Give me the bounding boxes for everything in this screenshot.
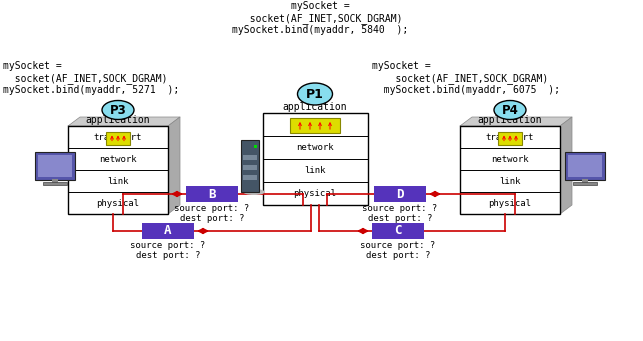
Text: transport: transport <box>486 133 534 142</box>
Polygon shape <box>68 117 180 126</box>
Text: transport: transport <box>291 120 340 129</box>
Text: network: network <box>491 154 529 163</box>
Text: source port: ?
dest port: ?: source port: ? dest port: ? <box>363 204 438 223</box>
Text: P4: P4 <box>502 104 518 117</box>
Bar <box>582 179 588 183</box>
Bar <box>573 182 597 185</box>
Bar <box>568 155 602 177</box>
Ellipse shape <box>102 101 134 119</box>
Text: application: application <box>86 115 150 125</box>
Text: source port: ?
dest port: ?: source port: ? dest port: ? <box>131 241 206 261</box>
Text: mySocket =
    socket(AF_INET,SOCK_DGRAM)
  mySocket.bind(myaddr, 6075  );: mySocket = socket(AF_INET,SOCK_DGRAM) my… <box>372 61 560 95</box>
Text: physical: physical <box>96 198 140 208</box>
Bar <box>68 126 168 214</box>
Text: source port: ?
dest port: ?: source port: ? dest port: ? <box>174 204 249 223</box>
Text: link: link <box>304 166 326 175</box>
Text: P1: P1 <box>306 88 324 101</box>
Bar <box>290 118 340 133</box>
Bar <box>186 186 238 202</box>
Bar <box>241 140 259 192</box>
Text: link: link <box>107 177 129 186</box>
Bar <box>243 165 257 170</box>
Text: application: application <box>283 102 347 112</box>
Bar <box>460 126 560 214</box>
Polygon shape <box>460 117 572 126</box>
Polygon shape <box>168 117 180 214</box>
Bar <box>52 179 58 183</box>
Ellipse shape <box>494 101 526 119</box>
Bar <box>243 155 257 160</box>
Bar <box>374 186 426 202</box>
Bar <box>262 113 368 205</box>
Text: P3: P3 <box>109 104 127 117</box>
Text: B: B <box>208 188 216 201</box>
Bar <box>43 182 67 185</box>
Ellipse shape <box>243 189 265 195</box>
Polygon shape <box>560 117 572 214</box>
Text: application: application <box>478 115 542 125</box>
Text: mySocket =
  socket(AF_INET,SOCK_DGRAM)
mySocket.bind(myaddr, 5840  );: mySocket = socket(AF_INET,SOCK_DGRAM) my… <box>232 1 408 35</box>
Bar <box>38 155 72 177</box>
Text: source port: ?
dest port: ?: source port: ? dest port: ? <box>360 241 435 261</box>
Bar <box>565 152 605 180</box>
Bar <box>254 145 257 148</box>
Text: D: D <box>396 188 404 201</box>
Text: A: A <box>164 224 172 237</box>
Text: network: network <box>296 143 334 152</box>
Bar <box>35 152 75 180</box>
Bar <box>142 223 194 239</box>
Text: link: link <box>499 177 521 186</box>
Text: network: network <box>99 154 137 163</box>
Text: physical: physical <box>489 198 532 208</box>
Bar <box>243 175 257 180</box>
Bar <box>106 132 130 145</box>
Text: transport: transport <box>94 133 142 142</box>
Text: physical: physical <box>293 189 336 198</box>
Text: C: C <box>394 224 402 237</box>
Text: mySocket =
  socket(AF_INET,SOCK_DGRAM)
mySocket.bind(myaddr, 5271  );: mySocket = socket(AF_INET,SOCK_DGRAM) my… <box>3 61 179 95</box>
Ellipse shape <box>298 83 332 105</box>
Bar <box>372 223 424 239</box>
Bar <box>498 132 522 145</box>
